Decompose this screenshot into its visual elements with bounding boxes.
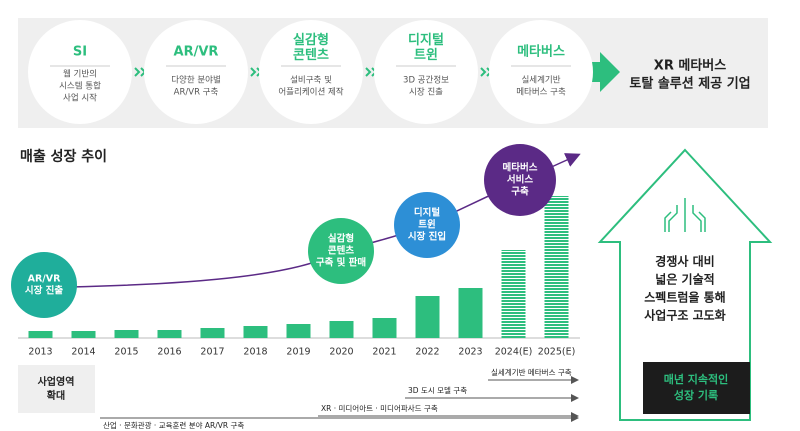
tech-icon: [664, 198, 706, 232]
step-circle: [28, 20, 132, 124]
expansion-item: 실세계기반 메타버스 구축: [491, 367, 572, 377]
milestone-label: 트윈: [418, 219, 435, 231]
step-title: 메타버스: [517, 44, 565, 60]
step-desc: 웹 기반의: [63, 69, 97, 80]
bar: [200, 328, 225, 338]
milestone-circle: [394, 192, 460, 258]
milestone-label: 시장 진입: [408, 231, 446, 243]
bar: [372, 318, 397, 338]
expansion-item: 3D 도시 모델 구축: [408, 386, 467, 395]
bar: [114, 330, 139, 338]
step-title: 콘텐츠: [293, 47, 329, 63]
badge-box: [643, 362, 750, 414]
x-tick-label: 2020: [329, 347, 353, 358]
milestone-label: 시장 진출: [25, 285, 64, 297]
highlight-text: 경쟁사 대비: [655, 254, 714, 269]
bar: [329, 321, 354, 338]
step-desc: 3D 공간정보: [403, 75, 449, 86]
bar: [286, 324, 311, 338]
step-desc: 어플리케이션 제작: [278, 87, 343, 98]
expansion-box: [18, 365, 95, 413]
step-circle: [489, 20, 593, 124]
x-tick-label: 2016: [157, 347, 181, 358]
step-desc: AR/VR 구축: [174, 88, 219, 98]
bar: [501, 250, 526, 338]
chart-title: 매출 성장 추이: [20, 148, 107, 165]
bar: [157, 330, 182, 338]
step-title: 트윈: [414, 48, 438, 63]
x-tick-label: 2013: [28, 347, 52, 358]
step-desc: 시장 진출: [409, 87, 443, 98]
expansion-item: XR · 미디어아트 · 미디어파사드 구축: [321, 403, 438, 413]
x-tick-label: 2022: [415, 347, 439, 358]
expansion-title: 사업영역: [38, 375, 75, 388]
milestone-label: 디지털: [414, 207, 440, 219]
step-desc: 메타버스 구축: [516, 87, 566, 98]
milestone-label: 메타버스: [503, 162, 538, 174]
expansion-item: 산업 · 문화관광 · 교육훈련 분야 AR/VR 구축: [103, 420, 244, 430]
badge-text: 매년 지속적인: [664, 372, 729, 386]
milestone-label: AR/VR: [28, 274, 61, 285]
bar: [458, 288, 483, 338]
step-title: 실감형: [293, 32, 329, 48]
milestone-label: 구축: [511, 186, 529, 198]
x-tick-label: 2019: [286, 347, 310, 358]
tagline: XR 메타버스: [654, 58, 726, 74]
x-tick-label: 2024(E): [495, 347, 533, 358]
step-title: AR/VR: [174, 45, 219, 60]
growth-arrow-outline: [597, 148, 773, 421]
step-desc: 시스템 통합: [59, 81, 101, 92]
bar: [544, 196, 569, 338]
step-desc: 다양한 분야별: [171, 75, 221, 86]
step-title: 디지털: [408, 32, 444, 48]
highlight-text: 사업구조 고도화: [644, 308, 725, 323]
x-tick-label: 2014: [71, 347, 95, 358]
x-tick-label: 2015: [114, 347, 138, 358]
x-tick-label: 2021: [372, 347, 396, 358]
step-desc: 실세계기반: [521, 75, 560, 86]
milestone-circle: [11, 252, 77, 318]
milestone-label: 서비스: [507, 174, 533, 186]
step-circle: [374, 20, 478, 124]
highlight-text: 스펙트럼을 통해: [644, 290, 725, 305]
bar: [28, 331, 53, 338]
milestone-circle: [308, 218, 374, 284]
x-tick-label: 2025(E): [538, 347, 576, 358]
milestone-label: 콘텐츠: [328, 245, 354, 257]
x-tick-label: 2023: [458, 347, 482, 358]
step-desc: 사업 시작: [63, 93, 97, 104]
big-arrow: [586, 52, 620, 92]
bar: [415, 296, 440, 338]
step-title: SI: [73, 45, 87, 60]
milestone-circle: [484, 144, 556, 216]
step-desc: 설비구축 및: [290, 75, 332, 86]
x-tick-label: 2018: [243, 347, 267, 358]
bar: [71, 331, 96, 338]
bar: [243, 326, 268, 338]
badge-text: 성장 기록: [674, 388, 718, 402]
tagline: 토탈 솔루션 제공 기업: [629, 77, 750, 92]
milestone-label: 실감형: [328, 233, 354, 245]
milestone-label: 구축 및 판매: [316, 257, 366, 269]
step-circle: [259, 20, 363, 124]
step-circle: [144, 20, 248, 124]
growth-curve: [69, 153, 581, 288]
expansion-title: 확대: [47, 389, 65, 402]
highlight-text: 넓은 기술적: [655, 272, 714, 287]
x-tick-label: 2017: [200, 347, 224, 358]
